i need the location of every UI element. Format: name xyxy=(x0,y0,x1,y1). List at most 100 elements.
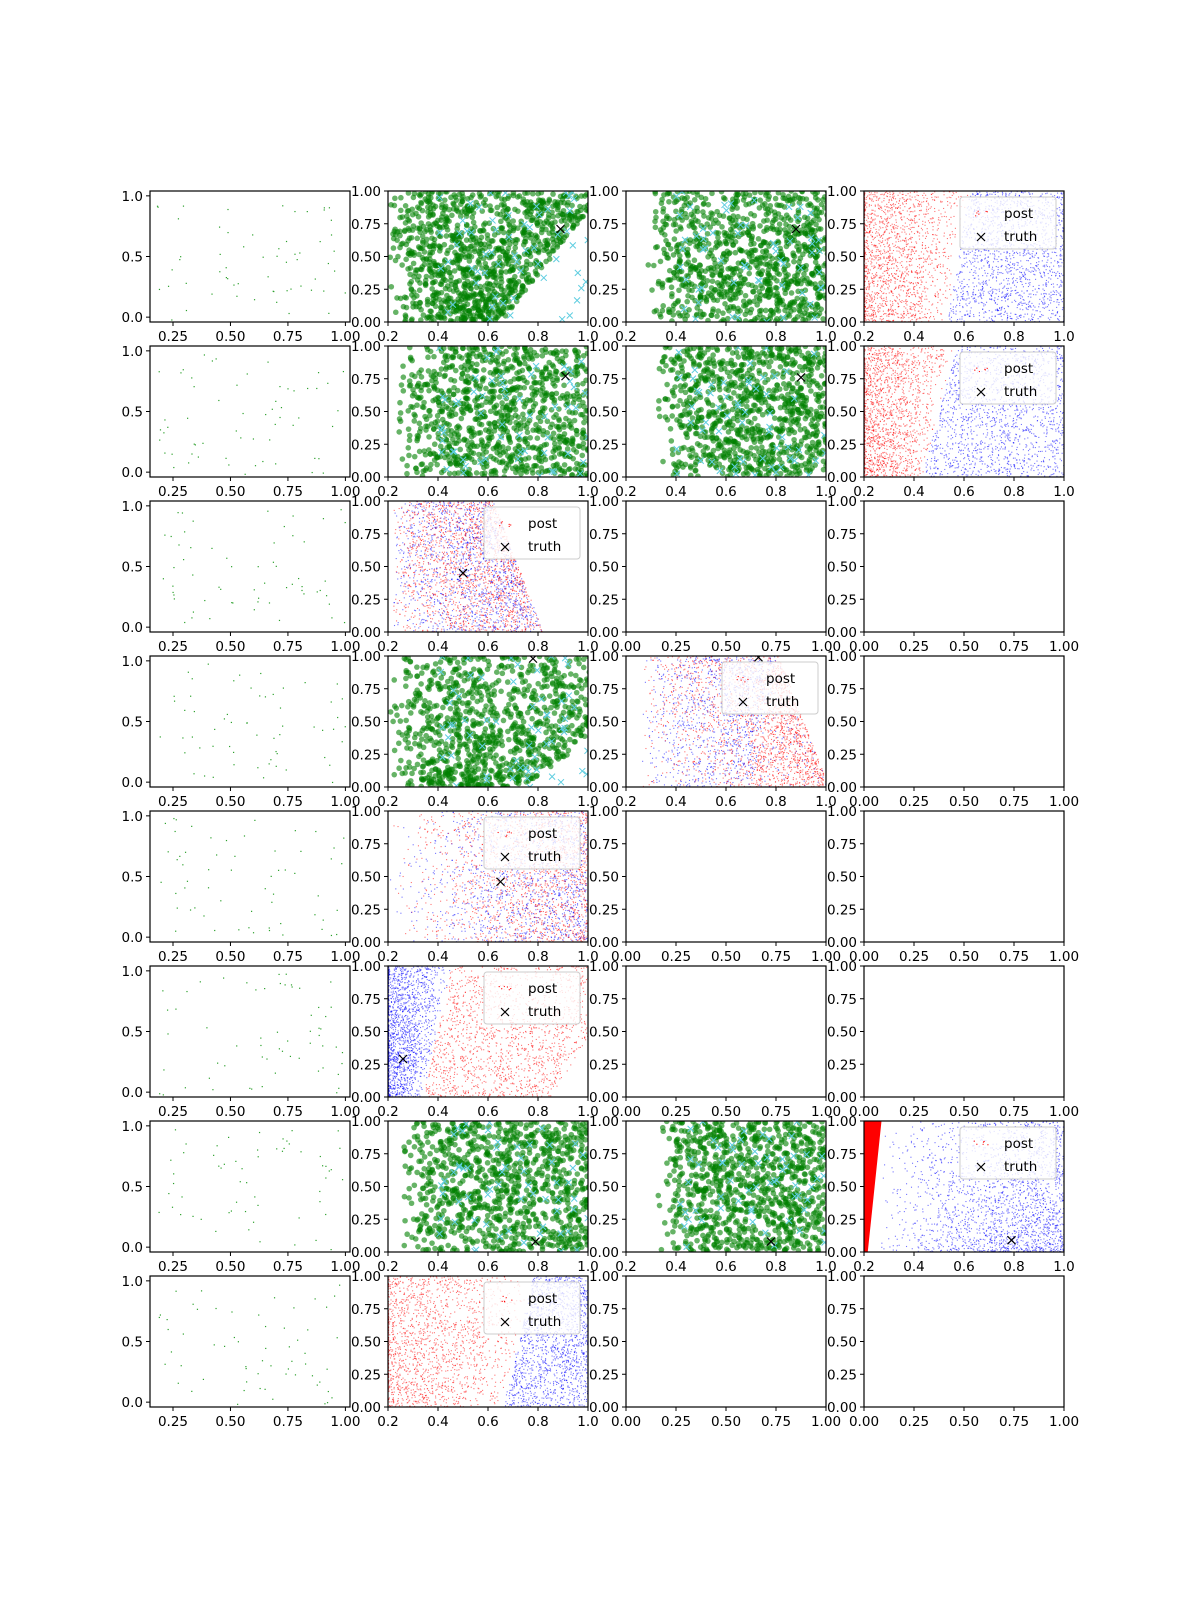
post-point xyxy=(715,234,721,241)
post-point xyxy=(871,318,873,320)
post-point xyxy=(409,250,415,257)
post-point xyxy=(802,266,809,273)
post-point xyxy=(868,226,871,228)
post-point xyxy=(907,285,909,287)
post-point xyxy=(1003,295,1005,297)
post-point xyxy=(963,278,965,280)
post-point xyxy=(865,292,867,294)
post-point xyxy=(906,273,908,275)
post-point xyxy=(1024,313,1026,315)
post-point xyxy=(901,314,903,316)
post-point xyxy=(973,314,975,316)
post-point xyxy=(885,282,887,284)
post-point xyxy=(1067,208,1068,209)
sample-marker xyxy=(444,308,452,316)
post-point xyxy=(443,233,450,239)
post-point xyxy=(1041,314,1043,316)
post-point xyxy=(873,244,876,246)
post-point xyxy=(867,281,870,283)
post-point xyxy=(758,292,764,298)
post-point xyxy=(1015,300,1017,303)
post-point xyxy=(908,317,910,319)
post-point xyxy=(550,213,556,220)
post-point xyxy=(906,217,908,219)
post-point xyxy=(1053,251,1055,253)
post-point xyxy=(985,249,987,251)
post-point xyxy=(1058,216,1060,218)
post-point xyxy=(878,307,880,309)
sample-marker xyxy=(533,203,540,210)
post-point xyxy=(837,265,843,271)
post-point xyxy=(910,227,912,229)
post-point xyxy=(934,293,936,295)
post-point xyxy=(694,243,701,249)
post-point xyxy=(563,232,570,239)
post-point xyxy=(584,202,588,209)
sample-marker xyxy=(676,263,684,271)
y-tick-label: 0.0 xyxy=(122,310,143,326)
post-point xyxy=(1032,285,1034,288)
post-point xyxy=(545,220,551,226)
sample-marker xyxy=(526,223,534,231)
post-point xyxy=(882,310,884,312)
post-point xyxy=(911,249,913,251)
post-point xyxy=(914,317,916,319)
axes-frame xyxy=(625,190,827,323)
post-point xyxy=(653,214,659,221)
post-point xyxy=(883,257,885,259)
sample-marker xyxy=(563,227,571,235)
post-point xyxy=(1043,307,1045,309)
post-point xyxy=(561,199,567,206)
truth-marker xyxy=(791,224,801,234)
post-point xyxy=(981,282,983,284)
post-point xyxy=(914,276,916,278)
post-point xyxy=(920,205,923,207)
y-tick-label: 0.5 xyxy=(122,250,143,266)
post-point xyxy=(899,213,901,215)
post-point xyxy=(1020,316,1022,319)
post-point xyxy=(887,286,889,289)
post-point xyxy=(1006,260,1008,262)
post-point xyxy=(1037,264,1039,266)
post-point xyxy=(946,285,948,287)
y-tick-label: 0.50 xyxy=(827,250,857,266)
post-point xyxy=(878,229,880,231)
post-point xyxy=(670,221,677,228)
post-point xyxy=(429,191,436,195)
post-point xyxy=(753,256,759,263)
post-point xyxy=(892,275,894,277)
post-point xyxy=(888,207,890,209)
post-point xyxy=(999,272,1001,274)
post-point xyxy=(1035,252,1038,254)
post-point xyxy=(515,208,521,214)
post-point xyxy=(991,311,993,313)
post-point xyxy=(984,272,986,274)
post-point xyxy=(869,295,871,297)
post-point xyxy=(926,298,928,300)
post-point xyxy=(1014,290,1016,292)
post-point xyxy=(1043,252,1045,254)
post-point xyxy=(791,258,797,265)
post-point xyxy=(882,223,884,225)
post-point xyxy=(1031,253,1033,255)
post-point xyxy=(676,287,682,294)
post-point xyxy=(1043,250,1045,252)
post-point xyxy=(978,315,980,317)
prior-point xyxy=(227,208,229,211)
post-point xyxy=(1015,286,1017,288)
post-point xyxy=(1047,253,1049,255)
post-point xyxy=(875,315,877,317)
post-point xyxy=(901,231,903,233)
post-point xyxy=(923,253,925,255)
post-point xyxy=(535,197,542,203)
post-point xyxy=(871,221,873,223)
post-point xyxy=(918,205,920,207)
post-point xyxy=(910,306,912,308)
post-point xyxy=(694,191,700,195)
sample-marker xyxy=(756,277,763,285)
post-point xyxy=(730,213,737,219)
post-point xyxy=(1027,303,1029,305)
post-point xyxy=(1004,297,1006,299)
post-point xyxy=(880,291,883,293)
post-point xyxy=(660,209,666,215)
